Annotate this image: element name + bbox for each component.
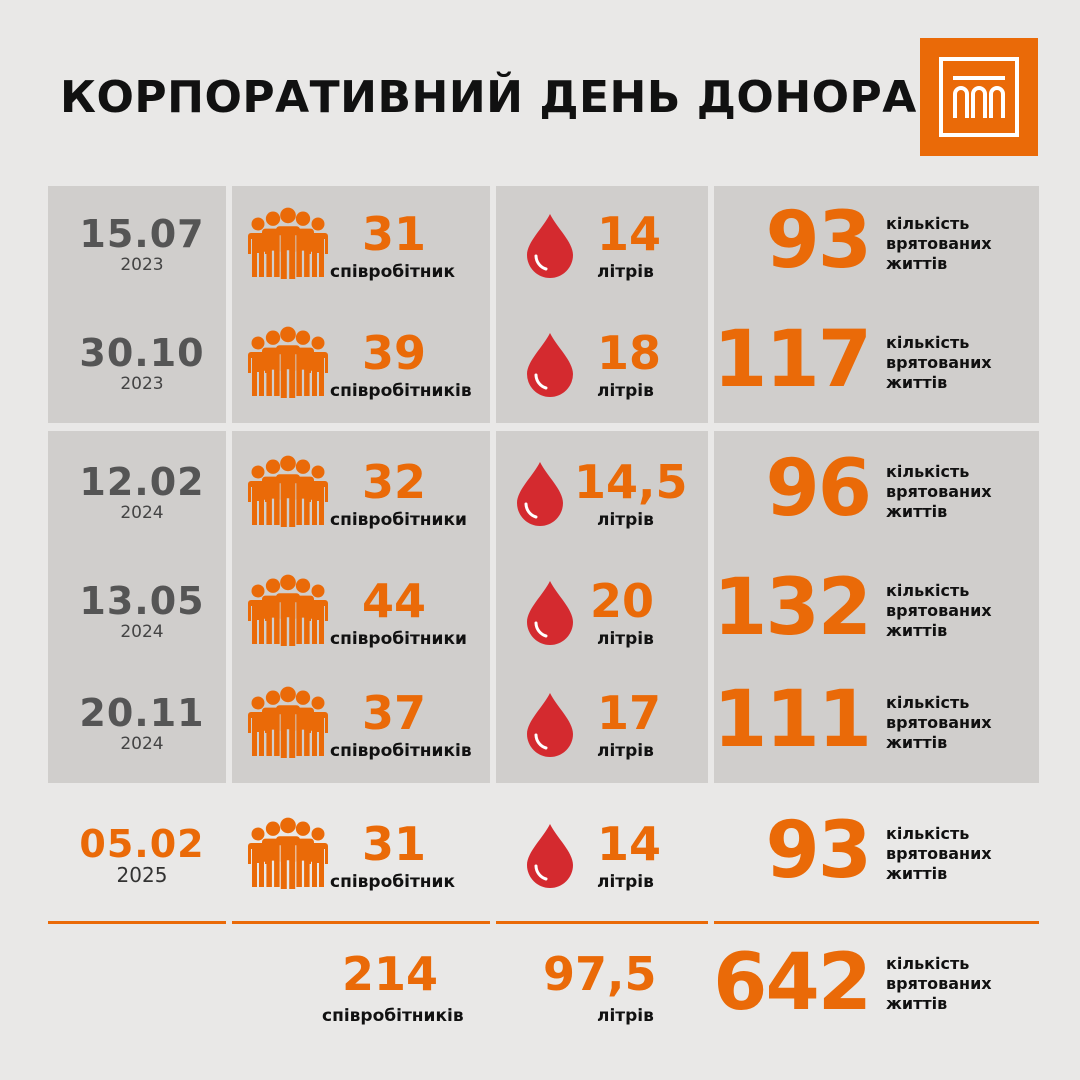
blood-drop-icon bbox=[513, 460, 567, 526]
lives-count: 93 bbox=[765, 196, 872, 286]
totals-row: 214 співробітників 97,5 літрів 642 кільк… bbox=[0, 942, 1080, 1058]
date-cell: 20.11 2024 bbox=[48, 693, 236, 755]
date-cell: 30.10 2023 bbox=[48, 333, 236, 395]
people-count: 44 bbox=[362, 574, 427, 628]
blood-drop-icon bbox=[523, 331, 577, 397]
total-people: 214 bbox=[342, 947, 439, 1001]
lives-count: 93 bbox=[765, 806, 872, 896]
year-value: 2024 bbox=[120, 734, 164, 754]
lives-label: кількість врятованих життів bbox=[886, 693, 992, 752]
total-lives-label: кількість врятованих життів bbox=[886, 954, 992, 1013]
liters-value: 20 bbox=[590, 574, 655, 628]
people-count: 39 bbox=[362, 326, 427, 380]
bank-logo bbox=[920, 38, 1038, 156]
date-value: 20.11 bbox=[79, 691, 205, 735]
people-group-icon bbox=[248, 325, 328, 401]
lives-label: кількість врятованих життів bbox=[886, 462, 992, 521]
lives-label: кількість врятованих життів bbox=[886, 824, 992, 883]
date-value: 12.02 bbox=[79, 460, 205, 504]
people-group-icon bbox=[248, 816, 328, 892]
page-title: КОРПОРАТИВНИЙ ДЕНЬ ДОНОРА bbox=[60, 72, 917, 123]
lives-label: кількість врятованих життів bbox=[886, 581, 992, 640]
people-count: 37 bbox=[362, 686, 427, 740]
people-group-icon bbox=[248, 206, 328, 282]
panel-dates-2023 bbox=[48, 186, 226, 423]
table-row: 13.05 2024 44 співробітники 20 літрів 13… bbox=[0, 567, 1080, 683]
date-cell: 05.02 2025 bbox=[48, 824, 236, 886]
year-value: 2025 bbox=[116, 863, 168, 887]
year-value: 2024 bbox=[120, 622, 164, 642]
divider-rule bbox=[48, 921, 226, 924]
liters-label: літрів bbox=[597, 381, 654, 401]
people-group-icon bbox=[248, 454, 328, 530]
divider-rule bbox=[714, 921, 1039, 924]
table-row: 15.07 2023 31 співробітник 14 літрів 93 … bbox=[0, 200, 1080, 316]
table-row: 12.02 2024 32 співробітники 14,5 літрів … bbox=[0, 448, 1080, 564]
date-value: 30.10 bbox=[79, 331, 205, 375]
lives-label: кількість врятованих життів bbox=[886, 214, 992, 273]
year-value: 2024 bbox=[120, 503, 164, 523]
lives-count: 111 bbox=[713, 675, 872, 765]
lives-label: кількість врятованих життів bbox=[886, 333, 992, 392]
lives-count: 96 bbox=[765, 444, 872, 534]
date-value: 15.07 bbox=[79, 212, 205, 256]
people-group-icon bbox=[248, 573, 328, 649]
blood-drop-icon bbox=[523, 212, 577, 278]
panel-dates-2024 bbox=[48, 431, 226, 783]
people-label: співробітник bbox=[330, 872, 456, 892]
liters-label: літрів bbox=[597, 741, 654, 761]
blood-drop-icon bbox=[523, 579, 577, 645]
table-row: 30.10 2023 39 співробітників 18 літрів 1… bbox=[0, 319, 1080, 435]
date-cell: 15.07 2023 bbox=[48, 214, 236, 276]
people-count: 32 bbox=[362, 455, 427, 509]
liters-value: 17 bbox=[597, 686, 662, 740]
people-label: співробітник bbox=[330, 262, 456, 282]
lives-count: 132 bbox=[713, 563, 872, 653]
liters-value: 14 bbox=[597, 207, 662, 261]
people-label: співробітників bbox=[330, 381, 472, 401]
total-liters-label: літрів bbox=[597, 1006, 654, 1026]
divider-rule bbox=[496, 921, 708, 924]
divider-rule bbox=[232, 921, 490, 924]
liters-label: літрів bbox=[597, 262, 654, 282]
date-cell: 13.05 2024 bbox=[48, 581, 236, 643]
liters-value: 18 bbox=[597, 326, 662, 380]
total-people-label: співробітників bbox=[322, 1006, 464, 1026]
liters-label: літрів bbox=[597, 510, 654, 530]
liters-value: 14,5 bbox=[574, 455, 688, 509]
liters-value: 14 bbox=[597, 817, 662, 871]
panel-lives-2023 bbox=[714, 186, 1039, 423]
people-count: 31 bbox=[362, 817, 427, 871]
panel-lives-2024 bbox=[714, 431, 1039, 783]
bank-building-icon bbox=[939, 57, 1019, 137]
people-count: 31 bbox=[362, 207, 427, 261]
liters-label: літрів bbox=[597, 629, 654, 649]
year-value: 2023 bbox=[120, 374, 164, 394]
date-value: 05.02 bbox=[79, 822, 205, 866]
people-group-icon bbox=[248, 685, 328, 761]
year-value: 2023 bbox=[120, 255, 164, 275]
blood-drop-icon bbox=[523, 691, 577, 757]
date-cell: 12.02 2024 bbox=[48, 462, 236, 524]
liters-label: літрів bbox=[597, 872, 654, 892]
blood-drop-icon bbox=[523, 822, 577, 888]
people-label: співробітники bbox=[330, 510, 467, 530]
people-label: співробітників bbox=[330, 741, 472, 761]
total-liters: 97,5 bbox=[543, 947, 657, 1001]
total-lives: 642 bbox=[713, 938, 872, 1028]
people-label: співробітники bbox=[330, 629, 467, 649]
date-value: 13.05 bbox=[79, 579, 205, 623]
table-row: 05.02 2025 31 співробітник 14 літрів 93 … bbox=[0, 810, 1080, 926]
lives-count: 117 bbox=[713, 315, 872, 405]
table-row: 20.11 2024 37 співробітників 17 літрів 1… bbox=[0, 679, 1080, 795]
